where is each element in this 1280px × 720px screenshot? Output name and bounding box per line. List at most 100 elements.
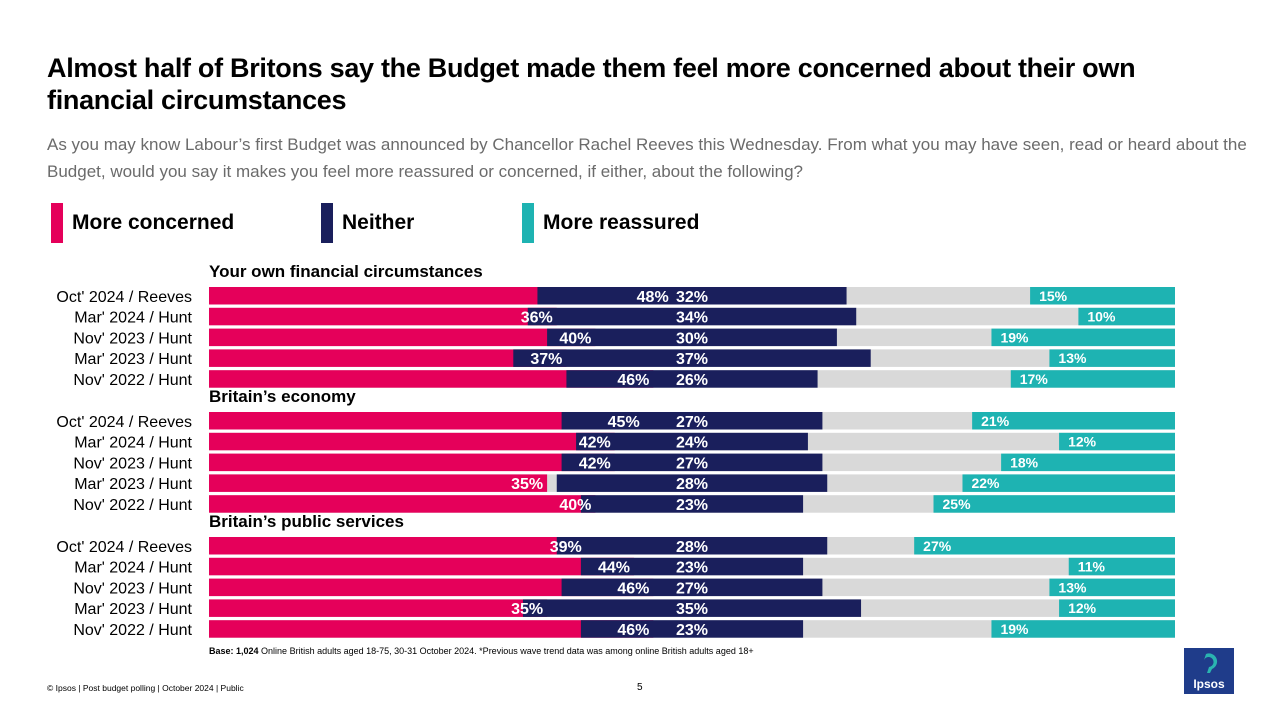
- bar-concerned: [209, 453, 615, 472]
- bar-reassured: [1059, 599, 1175, 617]
- bar-concerned: [209, 578, 654, 597]
- bar-reassured: [1030, 287, 1175, 305]
- data-label-concerned: 46%: [617, 372, 649, 389]
- bar-reassured: [914, 537, 1175, 555]
- bar-reassured: [1001, 453, 1175, 472]
- row-label: Oct' 2024 / Reeves: [56, 539, 192, 556]
- data-label-reassured: 25%: [943, 496, 972, 512]
- bar-reassured: [1059, 432, 1175, 451]
- bar-neither: [537, 287, 847, 305]
- data-label-concerned: 37%: [530, 351, 562, 368]
- logo-text: Ipsos: [1193, 677, 1225, 691]
- data-label-neither: 37%: [676, 351, 708, 368]
- group-title: Britain’s economy: [209, 387, 356, 406]
- row-label: Mar' 2023 / Hunt: [74, 351, 192, 368]
- data-label-reassured: 19%: [1000, 329, 1029, 345]
- legend-label-reassured: More reassured: [543, 211, 700, 234]
- bar-concerned: [209, 474, 548, 492]
- page-number: 5: [637, 682, 643, 693]
- data-label-concerned: 40%: [559, 497, 591, 514]
- data-label-neither: 34%: [676, 310, 708, 327]
- data-label-reassured: 10%: [1087, 309, 1116, 325]
- bar-neither: [566, 370, 818, 388]
- bar-concerned: [209, 537, 586, 555]
- bar-concerned: [209, 620, 654, 638]
- legend-item-concerned: More concerned: [51, 203, 234, 243]
- data-label-reassured: 27%: [923, 538, 952, 554]
- bar-reassured: [991, 620, 1175, 638]
- data-label-reassured: 22%: [971, 475, 1000, 491]
- bar-concerned: [209, 370, 654, 388]
- bar-neither: [580, 620, 804, 638]
- row-label: Nov' 2023 / Hunt: [73, 455, 192, 472]
- bar-concerned: [209, 599, 548, 617]
- legend-swatch-concerned: [51, 203, 63, 243]
- legend-item-reassured: More reassured: [522, 203, 699, 243]
- data-label-reassured: 21%: [981, 413, 1010, 429]
- bar-neither: [580, 557, 804, 576]
- data-label-concerned: 48%: [637, 289, 669, 306]
- data-label-concerned: 44%: [598, 560, 630, 577]
- data-label-concerned: 35%: [511, 476, 543, 493]
- data-label-concerned: 35%: [511, 601, 543, 618]
- data-label-neither: 35%: [676, 601, 708, 618]
- row-label: Oct' 2024 / Reeves: [56, 414, 192, 431]
- data-label-reassured: 13%: [1058, 579, 1087, 595]
- bar-concerned: [209, 412, 644, 430]
- data-label-reassured: 18%: [1010, 454, 1039, 470]
- row-label: Nov' 2022 / Hunt: [73, 497, 192, 514]
- row-label: Mar' 2023 / Hunt: [74, 476, 192, 493]
- bar-reassured: [991, 328, 1175, 347]
- row-label: Oct' 2024 / Reeves: [56, 289, 192, 306]
- legend-item-neither: Neither: [321, 203, 414, 243]
- bar-neither: [556, 474, 828, 492]
- bar-neither: [576, 432, 808, 451]
- bar-reassured: [1049, 349, 1175, 367]
- data-label-concerned: 39%: [550, 539, 582, 556]
- group-title: Your own financial circumstances: [209, 262, 483, 281]
- bar-reassured: [972, 412, 1175, 430]
- legend-label-neither: Neither: [342, 211, 415, 234]
- base-label: Base: 1,024: [209, 646, 259, 656]
- bar-concerned: [209, 557, 635, 576]
- legend-swatch-reassured: [522, 203, 534, 243]
- row-label: Mar' 2024 / Hunt: [74, 435, 192, 452]
- data-label-neither: 30%: [676, 330, 708, 347]
- data-label-concerned: 42%: [579, 435, 611, 452]
- ipsos-logo: Ipsos: [1184, 648, 1234, 694]
- bar-neither: [561, 578, 823, 597]
- bar-concerned: [209, 349, 567, 367]
- bar-neither: [547, 328, 837, 347]
- data-label-concerned: 42%: [579, 455, 611, 472]
- data-label-concerned: 40%: [559, 330, 591, 347]
- row-label: Nov' 2022 / Hunt: [73, 372, 192, 389]
- slide-title: Almost half of Britons say the Budget ma…: [47, 53, 1136, 115]
- legend-label-concerned: More concerned: [72, 211, 235, 234]
- bar-neither: [561, 412, 823, 430]
- bar-neither: [527, 307, 857, 326]
- bar-concerned: [209, 307, 557, 326]
- data-label-reassured: 13%: [1058, 350, 1087, 366]
- question-text: As you may know Labour’s first Budget wa…: [47, 135, 1247, 181]
- row-label: Nov' 2022 / Hunt: [73, 622, 192, 639]
- data-label-reassured: 12%: [1068, 600, 1097, 616]
- row-label: Nov' 2023 / Hunt: [73, 580, 192, 597]
- data-label-neither: 27%: [676, 414, 708, 431]
- bar-reassured: [933, 495, 1175, 513]
- data-label-neither: 32%: [676, 289, 708, 306]
- row-label: Mar' 2023 / Hunt: [74, 601, 192, 618]
- data-label-reassured: 17%: [1020, 371, 1049, 387]
- bar-concerned: [209, 432, 615, 451]
- data-label-reassured: 11%: [1078, 559, 1106, 575]
- bar-reassured: [962, 474, 1175, 492]
- data-label-neither: 26%: [676, 372, 708, 389]
- base-note: Base: 1,024 Online British adults aged 1…: [209, 646, 754, 656]
- row-label: Mar' 2024 / Hunt: [74, 310, 192, 327]
- data-label-neither: 23%: [676, 622, 708, 639]
- data-label-neither: 28%: [676, 539, 708, 556]
- bar-reassured: [1010, 370, 1175, 388]
- group-title: Britain’s public services: [209, 512, 404, 531]
- data-label-neither: 27%: [676, 580, 708, 597]
- data-label-neither: 27%: [676, 455, 708, 472]
